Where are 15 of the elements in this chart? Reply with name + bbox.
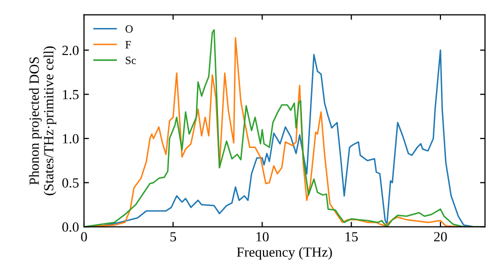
x-tick-label: 15 bbox=[346, 232, 358, 242]
x-tick-label: 10 bbox=[256, 232, 269, 242]
legend-label: O bbox=[126, 25, 133, 33]
x-axis-title: Frequency (THz) bbox=[236, 247, 332, 260]
y-tick-label: 2.0 bbox=[62, 46, 79, 56]
x-tick-label: 20 bbox=[434, 232, 447, 242]
y-tick-label: 0.0 bbox=[62, 222, 79, 232]
legend-label: F bbox=[125, 41, 131, 48]
x-tick-label: 5 bbox=[170, 232, 176, 242]
legend-label: Sc bbox=[126, 56, 136, 64]
y-tick-label: 1.0 bbox=[63, 134, 79, 144]
x-tick-label: 0 bbox=[81, 232, 87, 242]
y-axis-title: Phonon projected DOS (States/THz·primitive cell) bbox=[29, 46, 56, 196]
y-tick-label: 0.5 bbox=[62, 178, 79, 188]
y-tick-label: 1.5 bbox=[63, 90, 79, 100]
